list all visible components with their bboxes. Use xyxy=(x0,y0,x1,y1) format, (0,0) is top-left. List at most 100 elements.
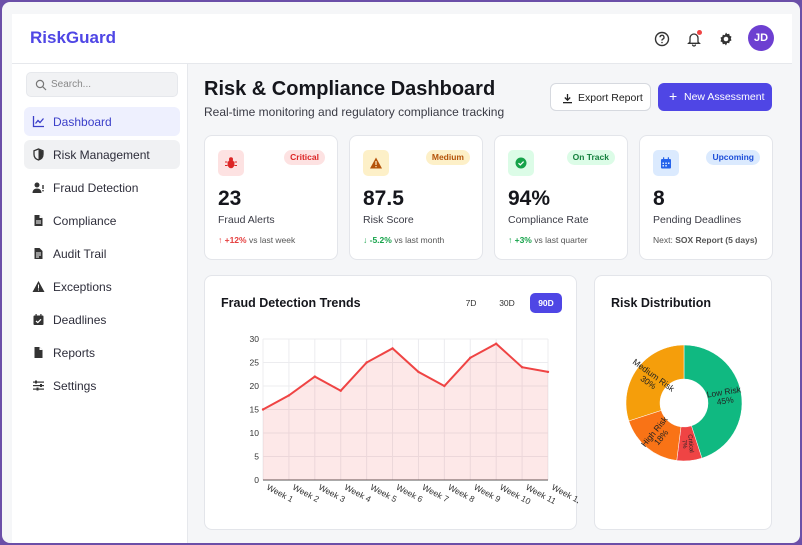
sidebar-item-risk-management[interactable]: Risk Management xyxy=(24,140,180,169)
sidebar-item-label: Exceptions xyxy=(53,280,112,294)
sidebar-item-exceptions[interactable]: Exceptions xyxy=(24,272,180,301)
donut-label: Critical7% xyxy=(680,434,694,453)
download-icon xyxy=(563,94,572,104)
data-point[interactable] xyxy=(417,370,420,374)
kpi-card-fraud-alerts[interactable]: Critical 23 Fraud Alerts ↑ +12% vs last … xyxy=(204,135,338,260)
sidebar-item-reports[interactable]: Reports xyxy=(24,338,180,367)
fraud-trends-panel: Fraud Detection Trends 7D 30D 90D 0 5 10 15… xyxy=(204,275,578,530)
y-tick-label: 0 xyxy=(254,475,259,485)
trend-line xyxy=(262,342,549,411)
x-tick-label: Week 3 xyxy=(317,482,347,504)
data-point[interactable] xyxy=(313,375,317,378)
sidebar-item-label: Reports xyxy=(53,346,96,360)
kpi-label: Fraud Alerts xyxy=(218,214,275,226)
sidebar-item-fraud-detection[interactable]: Fraud Detection xyxy=(24,173,180,202)
range-7d-button[interactable]: 7D xyxy=(465,298,477,308)
notification-dot xyxy=(697,30,702,35)
y-tick-label: 25 xyxy=(250,358,260,368)
sidebar-item-compliance[interactable]: Compliance xyxy=(24,206,180,235)
shield-icon xyxy=(32,148,45,161)
sidebar: Dashboard Risk Management Fraud Detectio… xyxy=(12,64,188,543)
x-tick-label: Week 4 xyxy=(343,482,373,504)
plus-icon: + xyxy=(669,88,678,104)
user-avatar[interactable]: JD xyxy=(748,25,774,51)
status-badge: Medium xyxy=(425,150,470,165)
data-point[interactable] xyxy=(365,361,368,364)
kpi-card-risk-score[interactable]: Medium 87.5 Risk Score ↓ -5.2% vs last m… xyxy=(349,135,483,260)
export-report-button[interactable]: Export Report xyxy=(550,83,651,111)
data-point[interactable] xyxy=(546,370,550,374)
risk-distribution-chart: Low Risk45%Critical7%High Risk18%Medium … xyxy=(625,344,743,462)
x-tick-label: Week 5 xyxy=(369,482,399,504)
kpi-label: Compliance Rate xyxy=(508,214,589,226)
sidebar-item-label: Dashboard xyxy=(53,115,112,129)
search-input[interactable] xyxy=(51,75,171,94)
page-title: Risk & Compliance Dashboard xyxy=(204,78,496,100)
x-tick-label: Week 2 xyxy=(291,482,321,504)
new-assessment-button[interactable]: + New Assessment xyxy=(658,83,772,111)
calendar-icon xyxy=(661,157,671,169)
data-point[interactable] xyxy=(391,347,394,350)
status-badge: Upcoming xyxy=(706,150,760,165)
sidebar-item-settings[interactable]: Settings xyxy=(24,371,180,400)
kpi-card-compliance-rate[interactable]: On Track 94% Compliance Rate ↑ +3% vs la… xyxy=(494,135,628,260)
kpi-card-pending-deadlines[interactable]: Upcoming 8 Pending Deadlines Next: SOX R… xyxy=(639,135,773,260)
sidebar-item-label: Risk Management xyxy=(53,148,150,162)
sliders-icon xyxy=(32,379,45,392)
sidebar-item-deadlines[interactable]: Deadlines xyxy=(24,305,180,334)
document-icon xyxy=(32,214,45,227)
y-tick-label: 15 xyxy=(250,405,260,415)
brand-logo[interactable]: RiskGuard xyxy=(30,28,116,47)
data-point[interactable] xyxy=(443,384,446,388)
report-icon xyxy=(32,346,45,359)
data-point[interactable] xyxy=(287,394,291,397)
kpi-value: 8 xyxy=(653,187,665,210)
x-tick-label: Week 6 xyxy=(395,482,425,504)
x-tick-label: Week 9 xyxy=(472,482,502,504)
bell-icon[interactable] xyxy=(685,30,703,48)
sidebar-item-label: Settings xyxy=(53,379,97,393)
kpi-value: 94% xyxy=(508,187,551,210)
sidebar-item-label: Deadlines xyxy=(53,313,107,327)
search-icon xyxy=(35,79,47,91)
kpi-footnote: ↑ +12% vs last week xyxy=(218,235,296,245)
data-point[interactable] xyxy=(469,356,472,359)
risk-distribution-panel: Risk Distribution Low Risk45% Critical7% H… xyxy=(594,275,772,530)
kpi-icon-box xyxy=(508,150,534,176)
kpi-value: 23 xyxy=(218,187,242,210)
donut-slice[interactable] xyxy=(625,344,685,422)
kpi-icon-box xyxy=(218,150,244,176)
y-tick-label: 5 xyxy=(254,452,259,462)
y-tick-label: 30 xyxy=(250,334,260,344)
user-alert-icon xyxy=(32,181,45,194)
panel-title: Fraud Detection Trends xyxy=(221,296,361,310)
panel-title: Risk Distribution xyxy=(611,296,712,310)
range-30d-button[interactable]: 30D xyxy=(499,298,515,308)
x-tick-label: Week 7 xyxy=(421,482,451,504)
status-badge: Critical xyxy=(284,150,325,165)
sidebar-item-audit-trail[interactable]: Audit Trail xyxy=(24,239,180,268)
x-tick-label: Week 8 xyxy=(446,482,476,504)
top-header: RiskGuard JD xyxy=(12,14,792,64)
check-circle-icon xyxy=(515,157,527,169)
kpi-footnote: ↑ +3% vs last quarter xyxy=(508,235,588,245)
warning-icon xyxy=(370,157,382,169)
data-point[interactable] xyxy=(520,366,524,369)
range-90d-button[interactable]: 90D xyxy=(530,293,562,313)
gear-icon[interactable] xyxy=(717,30,735,48)
sidebar-item-dashboard[interactable]: Dashboard xyxy=(24,107,180,136)
file-list-icon xyxy=(32,247,45,260)
x-tick-label: Week 1 xyxy=(265,482,295,504)
sidebar-item-label: Compliance xyxy=(53,214,117,228)
help-icon[interactable] xyxy=(653,30,671,48)
kpi-footnote: ↓ -5.2% vs last month xyxy=(363,235,445,245)
donut-slice[interactable] xyxy=(683,344,743,459)
data-point[interactable] xyxy=(261,408,265,411)
sidebar-item-label: Audit Trail xyxy=(53,247,107,261)
sidebar-item-label: Fraud Detection xyxy=(53,181,139,195)
data-point[interactable] xyxy=(339,389,342,392)
search-box[interactable] xyxy=(26,72,178,97)
data-point[interactable] xyxy=(494,342,498,345)
